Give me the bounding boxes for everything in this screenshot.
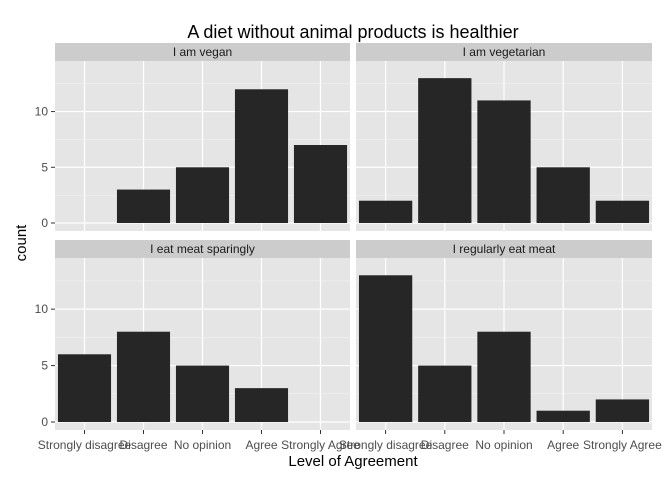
facet-label: I am vegan — [173, 45, 232, 59]
x-tick-label: No opinion — [174, 438, 231, 452]
bar-agree — [536, 167, 590, 223]
facet-strip — [356, 240, 652, 258]
y-tick-label: 5 — [41, 359, 48, 373]
x-tick-label: Strongly Agree — [583, 438, 662, 452]
x-tick-label: Strongly disagree — [38, 438, 132, 452]
x-tick-label: Strongly disagree — [339, 438, 433, 452]
bar-no-opinion — [175, 167, 230, 223]
y-tick-label: 0 — [41, 415, 48, 429]
facet-label: I eat meat sparingly — [150, 242, 255, 256]
bar-strongly-agree — [293, 145, 348, 223]
x-tick-label: Agree — [245, 438, 277, 452]
x-tick-label: Agree — [547, 438, 579, 452]
bar-strongly-disagree — [358, 275, 413, 422]
y-tick-label: 0 — [41, 216, 48, 230]
facet-i-am-vegan: I am vegan 0 5 10 — [35, 43, 350, 231]
y-tick-label: 5 — [41, 160, 48, 174]
chart-title: A diet without animal products is health… — [187, 22, 518, 42]
x-tick-label: Strongly Agree — [281, 438, 360, 452]
x-tick-label: No opinion — [475, 438, 532, 452]
x-tick-label: Disagree — [119, 438, 167, 452]
bar-no-opinion — [477, 100, 531, 223]
bar-disagree — [418, 78, 472, 224]
bar-agree — [234, 89, 289, 224]
facet-i-regularly-eat-meat: I regularly eat meat Strongly disagreeDis… — [339, 240, 662, 452]
facet-label: I regularly eat meat — [453, 242, 556, 256]
bar-no-opinion — [175, 365, 230, 422]
bar-disagree — [116, 189, 171, 223]
bar-no-opinion — [477, 331, 531, 422]
y-tick-label: 10 — [35, 105, 49, 119]
bar-agree — [536, 410, 590, 422]
bar-strongly-agree — [595, 200, 650, 223]
facet-strip — [55, 43, 350, 61]
x-tick-label: Disagree — [421, 438, 469, 452]
bar-disagree — [418, 365, 472, 422]
bar-disagree — [116, 331, 171, 422]
x-axis-title: Level of Agreement — [288, 453, 418, 470]
bar-strongly-disagree — [57, 354, 112, 422]
bar-strongly-agree — [595, 399, 650, 422]
bar-agree — [234, 388, 289, 422]
y-tick-label: 10 — [35, 302, 49, 316]
facet-strip — [356, 43, 652, 61]
facet-label: I am vegetarian — [463, 45, 546, 59]
facet-i-eat-meat-sparingly: I eat meat sparingly 0 5 10 Strongly disagre… — [35, 240, 360, 452]
bar-strongly-disagree — [358, 200, 413, 223]
facet-panels: I am vegan 0 5 10 I am vegetarian I eat meat … — [35, 43, 662, 452]
y-axis-title: count — [13, 224, 30, 262]
facet-i-am-vegetarian: I am vegetarian — [356, 43, 652, 231]
facet-strip — [55, 240, 350, 258]
